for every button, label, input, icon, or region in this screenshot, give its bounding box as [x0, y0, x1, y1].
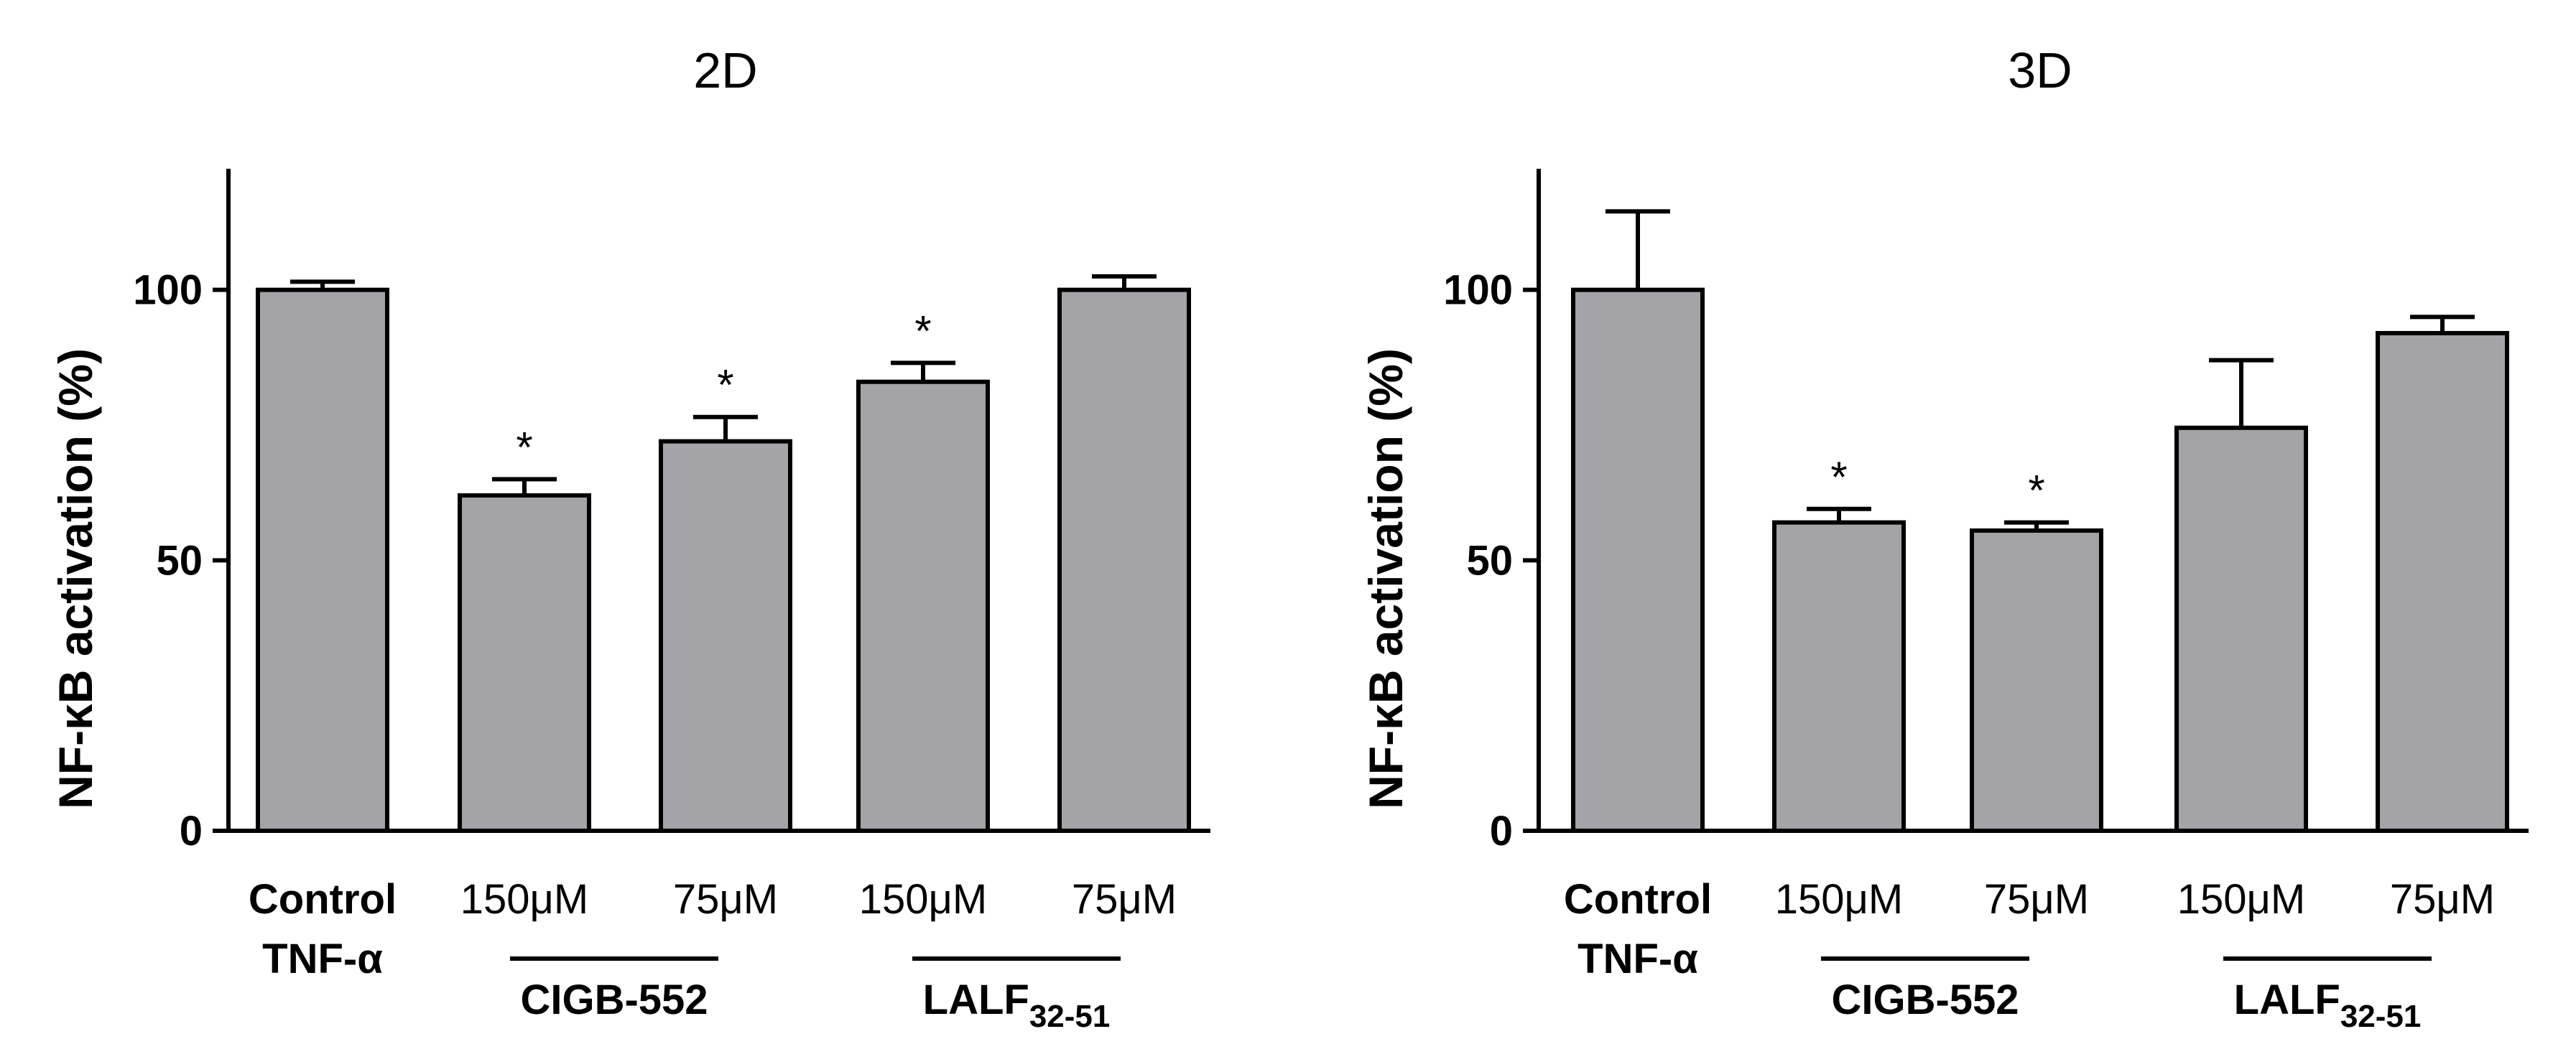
bar — [2376, 330, 2509, 833]
group-label: LALF32-51 — [2234, 977, 2422, 1034]
x-tick-label: Control — [249, 876, 397, 923]
x-tick-label: 150μM — [859, 876, 988, 923]
chart-panel-3d: 3D NF-κB activation (%) 0 50 100 Control TNF-α… — [1359, 42, 2529, 1034]
bar — [256, 287, 389, 833]
group-label-text: LALF — [2234, 977, 2340, 1023]
group-label: CIGB-552 — [520, 977, 708, 1023]
y-tick-label: 50 — [156, 537, 203, 584]
y-axis-label: NF-κB activation (%) — [49, 348, 102, 809]
group-label: LALF32-51 — [923, 977, 1111, 1034]
bar — [458, 493, 591, 834]
x-tick-label: 75μM — [2390, 876, 2495, 923]
y-tick-label: 50 — [1466, 537, 1513, 584]
group-label: CIGB-552 — [1831, 977, 2019, 1023]
significance-marker: * — [2028, 467, 2044, 515]
group-label-subscript: 32-51 — [1029, 999, 1111, 1034]
y-tick-label: 0 — [180, 808, 203, 854]
x-tick-label: 150μM — [2177, 876, 2306, 923]
bar — [856, 379, 990, 833]
group-label-subscript: 32-51 — [2340, 999, 2422, 1034]
x-tick-label-line2: TNF-α — [262, 936, 383, 982]
y-axis-label: NF-κB activation (%) — [1359, 348, 1412, 809]
significance-marker: * — [914, 307, 931, 355]
bar — [659, 439, 792, 833]
group-label-text: CIGB-552 — [1831, 977, 2019, 1023]
x-tick-label: Control — [1564, 876, 1712, 923]
y-tick-label: 100 — [1443, 267, 1513, 314]
x-tick-label: 150μM — [1775, 876, 1904, 923]
bar — [1571, 287, 1705, 833]
chart-title: 2D — [693, 42, 757, 98]
group-label-text: LALF — [923, 977, 1029, 1023]
significance-marker: * — [516, 423, 532, 471]
bar — [1772, 520, 1906, 833]
x-tick-label: 75μM — [1984, 876, 2089, 923]
bar — [2174, 425, 2308, 833]
chart-title: 3D — [2008, 42, 2072, 98]
y-tick-label: 0 — [1490, 808, 1513, 854]
x-tick-label-line2: TNF-α — [1577, 936, 1698, 982]
significance-marker: * — [717, 361, 733, 409]
group-label-text: CIGB-552 — [520, 977, 708, 1023]
x-tick-label: 75μM — [1072, 876, 1177, 923]
significance-marker: * — [1830, 453, 1847, 501]
x-tick-label: 150μM — [460, 876, 589, 923]
y-tick-label: 100 — [133, 267, 203, 314]
x-tick-label: 75μM — [673, 876, 778, 923]
bar — [1057, 287, 1191, 833]
chart-panel-2d: 2D NF-κB activation (%) 0 50 100 Control TNF-α… — [49, 42, 1210, 1034]
bar — [1970, 528, 2103, 834]
